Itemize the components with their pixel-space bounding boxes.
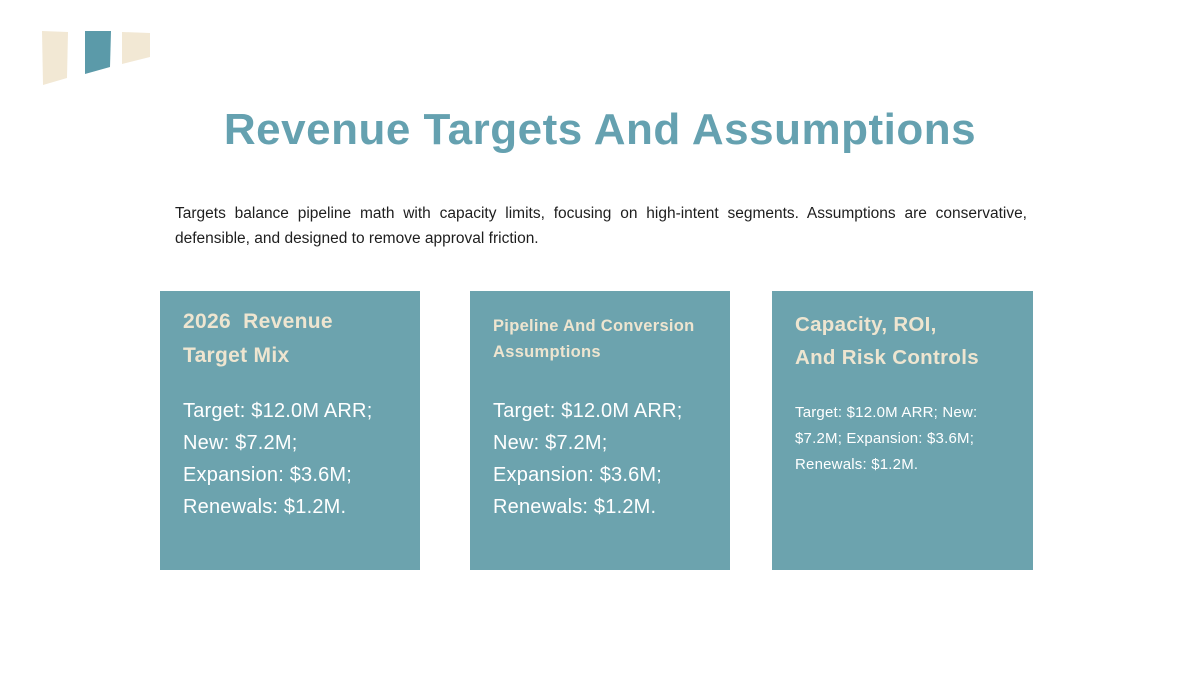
card-capacity-roi-risk: Capacity, ROI, And Risk Controls Target:… <box>772 291 1033 570</box>
card-body: Target: $12.0M ARR; New: $7.2M; Expansio… <box>183 400 373 518</box>
card-heading: Pipeline And Conversion Assumptions <box>493 317 695 361</box>
card-pipeline-conversion: Pipeline And Conversion Assumptions Targ… <box>470 291 730 570</box>
card-body: Target: $12.0M ARR; New: $7.2M; Expansio… <box>795 404 978 473</box>
card-body: Target: $12.0M ARR; New: $7.2M; Expansio… <box>493 400 683 518</box>
intro-paragraph: Targets balance pipeline math with capac… <box>175 205 1027 247</box>
logo-icon <box>42 31 150 85</box>
card-revenue-target-mix: 2026 Revenue Target Mix Target: $12.0M A… <box>160 291 420 570</box>
card-heading: 2026 Revenue Target Mix <box>183 310 333 367</box>
page-title: Revenue Targets And Assumptions <box>223 105 977 154</box>
card-heading: Capacity, ROI, And Risk Controls <box>795 313 979 369</box>
